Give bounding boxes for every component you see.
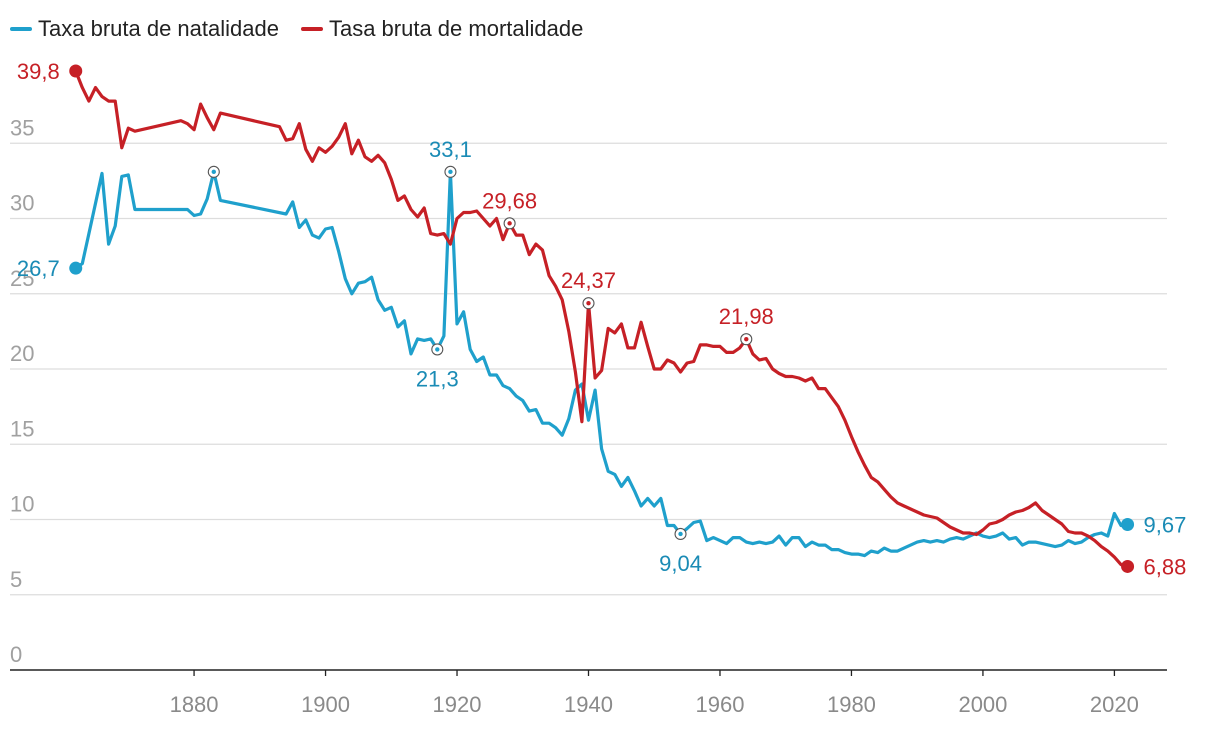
x-tick-label-1960: 1960	[696, 692, 745, 717]
x-tick-label-2000: 2000	[958, 692, 1007, 717]
marker-dot-natalidade-line-1883	[211, 169, 216, 175]
data-label-26-7: 26,7	[17, 256, 60, 281]
marker-dot-mortalidade-line-1940	[586, 301, 591, 306]
legend: Taxa bruta de natalidade Tasa bruta de m…	[10, 16, 605, 42]
data-label-29-68: 29,68	[482, 188, 537, 213]
y-tick-label-10: 10	[10, 492, 34, 517]
data-label-39-8: 39,8	[17, 59, 60, 84]
legend-swatch-natalidade	[10, 27, 32, 31]
legend-item-natalidade[interactable]: Taxa bruta de natalidade	[10, 16, 279, 42]
x-tick-label-1900: 1900	[301, 692, 350, 717]
marker-dot-natalidade-line-1954	[678, 531, 683, 537]
data-label-6-88: 6,88	[1144, 554, 1187, 579]
data-label-33-1: 33,1	[429, 137, 472, 162]
y-tick-label-0: 0	[10, 642, 22, 667]
legend-item-mortalidade[interactable]: Tasa bruta de mortalidade	[300, 16, 584, 42]
marker-natalidade-line-1862	[69, 261, 83, 275]
marker-dot-mortalidade-line-1964	[744, 337, 749, 342]
x-tick-label-1980: 1980	[827, 692, 876, 717]
y-tick-label-5: 5	[10, 567, 22, 592]
x-tick-label-1940: 1940	[564, 692, 613, 717]
legend-label-mortalidade: Tasa bruta de mortalidade	[328, 16, 584, 41]
y-tick-label-25: 25	[10, 266, 34, 291]
data-label-9-04: 9,04	[659, 551, 702, 576]
y-tick-label-15: 15	[10, 416, 34, 441]
marker-dot-natalidade-line-1919	[448, 169, 453, 175]
x-tick-label-1920: 1920	[433, 692, 482, 717]
marker-mortalidade-line-1862	[69, 64, 83, 78]
y-tick-label-30: 30	[10, 191, 34, 216]
y-tick-label-20: 20	[10, 341, 34, 366]
marker-mortalidade-line-2022	[1121, 559, 1135, 573]
x-tick-label-2020: 2020	[1090, 692, 1139, 717]
legend-swatch-mortalidade	[300, 27, 323, 31]
marker-natalidade-line-2022	[1121, 517, 1135, 531]
series-natalidade-line	[74, 170, 1130, 558]
data-label-21-3: 21,3	[416, 366, 459, 391]
marker-dot-mortalidade-line-1928	[507, 221, 512, 226]
series-mortalidade-line	[74, 69, 1130, 569]
marker-dot-natalidade-line-1917	[435, 347, 440, 352]
legend-label-natalidade: Taxa bruta de natalidade	[38, 16, 279, 41]
data-label-21-98: 21,98	[719, 304, 774, 329]
data-label-9-67: 9,67	[1144, 512, 1187, 537]
x-tick-label-1880: 1880	[170, 692, 219, 717]
y-tick-label-35: 35	[10, 115, 34, 140]
data-label-24-37: 24,37	[561, 268, 616, 293]
